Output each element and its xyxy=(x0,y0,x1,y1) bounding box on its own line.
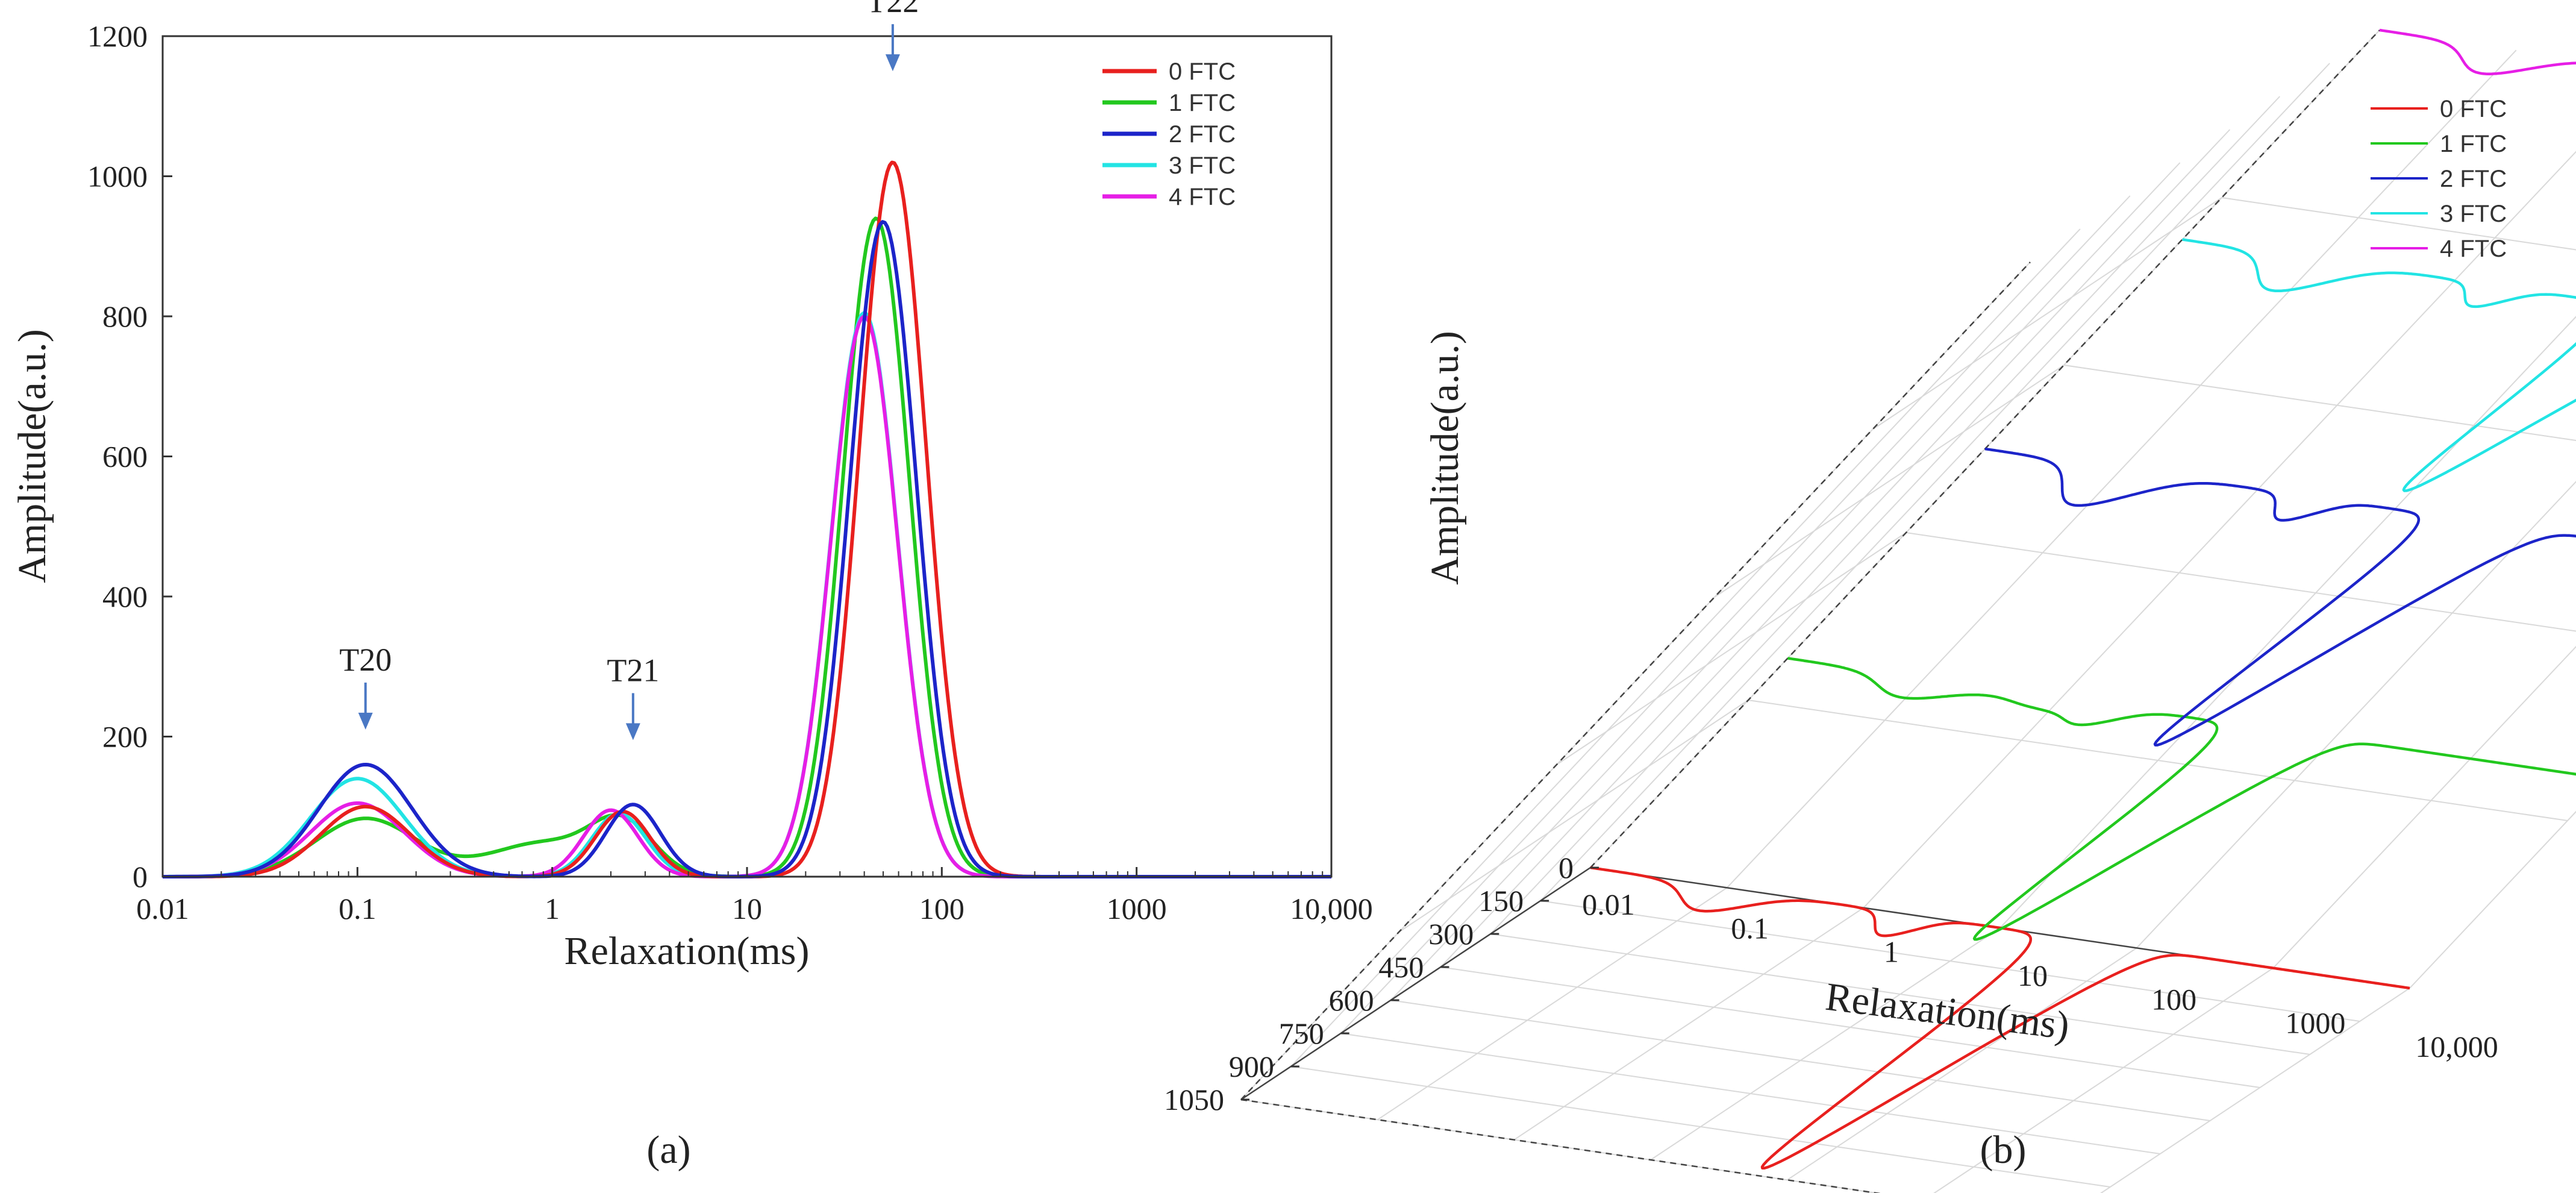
panel-b-z-tick-label: 450 xyxy=(1378,950,1424,984)
panel-b-legend-label: 2 FTC xyxy=(2440,166,2507,192)
panel-b-series-layer xyxy=(1590,28,2576,1170)
panel-b-z-tick-label: 600 xyxy=(1329,983,1374,1017)
panel-a-y-tick-label: 800 xyxy=(102,299,148,333)
panel-a-caption: (a) xyxy=(646,1128,690,1172)
panel-a-x-tick-label: 100 xyxy=(919,892,964,925)
panel-a-arrow-head xyxy=(885,54,900,72)
panel-b-x-tick-label: 10,000 xyxy=(2415,1030,2498,1063)
panel-b-box-edge xyxy=(1240,1098,1881,1193)
panel-b-box-edge xyxy=(1240,261,2031,1100)
panel-a-y-tick-label: 0 xyxy=(133,860,148,894)
panel-a-legend-label: 2 FTC xyxy=(1169,121,1236,148)
panel-a-legend: 0 FTC 1 FTC 2 FTC 3 FTC 4 FTC xyxy=(1102,58,1236,210)
panel-b-x-tick-label: 10 xyxy=(2018,959,2048,992)
panel-b-box-edge xyxy=(1240,866,1591,1101)
panel-b-x-tick-label: 1 xyxy=(1884,935,1899,969)
panel-b-legend-label: 4 FTC xyxy=(2440,236,2507,262)
panel-a-x-tick-label: 10,000 xyxy=(1290,892,1373,925)
panel-a-arrow-head xyxy=(625,723,640,741)
panel-b-legend-label: 3 FTC xyxy=(2440,201,2507,227)
panel-b-series-4 xyxy=(2379,28,2576,75)
panel-a-chart: 0.01 0.1 1 10 100 1000 10,000 0 200 400 600 800 1000… xyxy=(10,0,1373,973)
panel-a-x-tick-label: 1 xyxy=(545,892,560,925)
panel-b-series-3 xyxy=(2182,238,2576,492)
panel-b-z-tick-label: 0 xyxy=(1558,851,1574,885)
panel-a-y-tick-label: 400 xyxy=(102,580,148,613)
panel-a-y-axis-label: Amplitude(a.u.) xyxy=(10,329,54,583)
panel-b-legend-label: 0 FTC xyxy=(2440,96,2507,122)
panel-b-legend-label: 1 FTC xyxy=(2440,131,2507,157)
panel-a-x-axis-label: Relaxation(ms) xyxy=(564,929,810,973)
panel-a-x-tick-label: 0.1 xyxy=(339,892,377,925)
panel-b-caption: (b) xyxy=(1980,1128,2027,1172)
panel-b-gridline xyxy=(1872,197,2576,430)
panel-b-gridline xyxy=(1398,700,2568,933)
panel-b-legend: 0 FTC 1 FTC 2 FTC 3 FTC 4 FTC xyxy=(2371,96,2507,262)
panel-b-x-tick-label: 0.01 xyxy=(1582,888,1635,921)
panel-b-gridline xyxy=(1556,532,2576,765)
panel-a-peak-label: T22 xyxy=(866,0,919,19)
panel-b-series-2 xyxy=(1984,447,2576,747)
panel-b-z-tick-label: 750 xyxy=(1279,1016,1324,1050)
panel-a-x-tick-label: 10 xyxy=(732,892,762,925)
panel-a-arrow-head xyxy=(358,712,373,730)
panel-b-x-tick-label: 100 xyxy=(2151,982,2196,1016)
panel-a-ticks: 0.01 0.1 1 10 100 1000 10,000 0 200 400 600 800 1000… xyxy=(87,19,1373,925)
panel-a-x-tick-label: 0.01 xyxy=(136,892,189,925)
panel-a-legend-label: 1 FTC xyxy=(1169,90,1236,116)
panel-b-x-tick-label: 0.1 xyxy=(1731,911,1769,945)
panel-a-legend-label: 4 FTC xyxy=(1169,184,1236,210)
panel-a-y-tick-label: 1000 xyxy=(87,160,148,193)
panel-a-peak-label: T21 xyxy=(607,652,659,688)
panel-a-y-tick-label: 200 xyxy=(102,720,148,754)
panel-a-annotations: T20 T21 T22 xyxy=(339,0,919,741)
panel-a-x-tick-label: 1000 xyxy=(1107,892,1167,925)
panel-a-peak-label: T20 xyxy=(339,642,392,678)
panel-b-x-tick-label: 1000 xyxy=(2285,1006,2345,1040)
panel-b-y-axis-label: Amplitude(a.u.) xyxy=(1423,331,1467,585)
panel-a-legend-label: 3 FTC xyxy=(1169,152,1236,179)
panel-b-gridline xyxy=(1714,365,2576,598)
panel-b-series-1 xyxy=(1787,657,2576,941)
panel-b-z-tick-label: 150 xyxy=(1478,884,1524,918)
panel-b-z-tick-label: 900 xyxy=(1229,1050,1274,1083)
panel-b-z-tick-label: 300 xyxy=(1428,917,1474,951)
panel-a-legend-label: 0 FTC xyxy=(1169,58,1236,85)
panel-a-y-tick-label: 1200 xyxy=(87,19,148,53)
panel-b-z-tick-label: 1050 xyxy=(1164,1083,1224,1116)
panel-a-y-tick-label: 600 xyxy=(102,440,148,474)
